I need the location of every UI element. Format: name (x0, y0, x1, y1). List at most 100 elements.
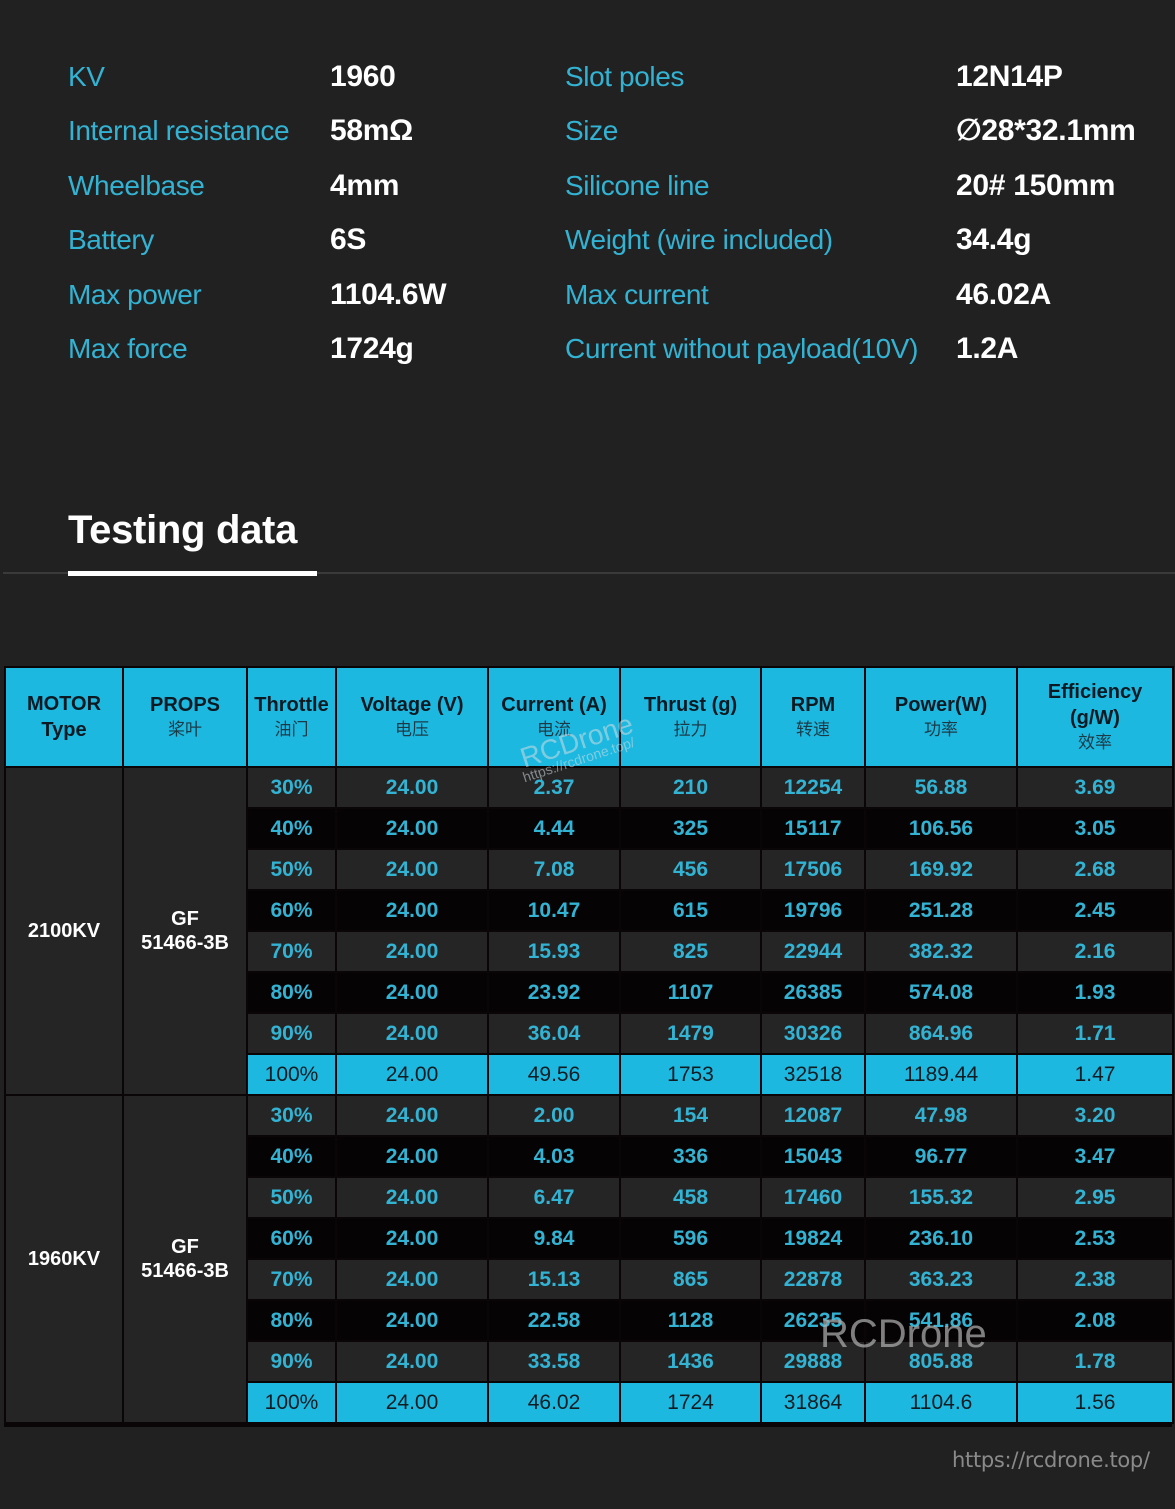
header-label-cn: 转速 (796, 720, 830, 739)
cell-power: 1189.44 (864, 1053, 1018, 1096)
cell-throttle: 100% (246, 1053, 337, 1096)
cell-rpm: 30326 (760, 1012, 866, 1055)
cell-power: 47.98 (864, 1094, 1018, 1137)
cell-efficiency: 2.45 (1016, 889, 1174, 932)
header-props: PROPS 桨叶 (122, 666, 248, 768)
cell-current: 46.02 (487, 1381, 621, 1424)
cell-rpm: 31864 (760, 1381, 866, 1424)
cell-current: 22.58 (487, 1299, 621, 1342)
testing-data-table: MOTOR Type PROPS 桨叶 Throttle 油门 Voltage … (4, 666, 1174, 1424)
spec-row: Internal resistance 58mΩ Size ∅28*32.1mm (0, 104, 1175, 158)
cell-current: 36.04 (487, 1012, 621, 1055)
header-efficiency: Efficiency (g/W) 效率 (1016, 666, 1174, 768)
cell-efficiency: 2.68 (1016, 848, 1174, 891)
cell-throttle: 90% (246, 1340, 337, 1383)
spec-value-wheelbase: 4mm (330, 169, 400, 202)
cell-power: 363.23 (864, 1258, 1018, 1301)
cell-voltage: 24.00 (335, 1012, 489, 1055)
cell-thrust: 825 (619, 930, 762, 973)
testing-data-table-container: MOTOR Type PROPS 桨叶 Throttle 油门 Voltage … (4, 666, 1174, 1427)
cell-thrust: 336 (619, 1135, 762, 1178)
header-label-cn: 效率 (1078, 733, 1112, 752)
cell-voltage: 24.00 (335, 1135, 489, 1178)
header-power: Power(W) 功率 (864, 666, 1018, 768)
cell-voltage: 24.00 (335, 1299, 489, 1342)
cell-thrust: 456 (619, 848, 762, 891)
header-label: Type (41, 719, 87, 741)
cell-throttle: 60% (246, 889, 337, 932)
cell-efficiency: 1.78 (1016, 1340, 1174, 1383)
table-header-row: MOTOR Type PROPS 桨叶 Throttle 油门 Voltage … (4, 666, 1174, 768)
cell-current: 23.92 (487, 971, 621, 1014)
cell-rpm: 22944 (760, 930, 866, 973)
spec-label-no-load-current: Current without payload(10V) (565, 333, 918, 364)
cell-efficiency: 3.05 (1016, 807, 1174, 850)
cell-current: 15.13 (487, 1258, 621, 1301)
cell-rpm: 26235 (760, 1299, 866, 1342)
cell-voltage: 24.00 (335, 1381, 489, 1424)
cell-rpm: 22878 (760, 1258, 866, 1301)
cell-rpm: 29888 (760, 1340, 866, 1383)
cell-rpm: 12087 (760, 1094, 866, 1137)
cell-rpm: 15043 (760, 1135, 866, 1178)
table-row: 90% 24.00 33.58 1436 29888 805.88 1.78 (5, 1340, 1174, 1383)
header-label: PROPS (149, 694, 221, 716)
cell-throttle: 50% (246, 1176, 337, 1219)
header-label: Efficiency (1047, 681, 1143, 703)
cell-thrust: 210 (619, 766, 762, 809)
table-body: 2100KV GF 51466-3B 30% 24.00 2.37 210 12254 56.8… (4, 766, 1174, 1424)
cell-thrust: 1107 (619, 971, 762, 1014)
spec-row: Wheelbase 4mm Silicone line 20# 150mm (0, 159, 1175, 213)
cell-thrust: 1724 (619, 1381, 762, 1424)
header-label: RPM (790, 694, 836, 716)
header-label-cn: 电流 (537, 720, 571, 739)
cell-current: 2.00 (487, 1094, 621, 1137)
cell-motor-type: 1960KV (4, 1094, 124, 1424)
cell-throttle: 60% (246, 1217, 337, 1260)
cell-voltage: 24.00 (335, 930, 489, 973)
cell-voltage: 24.00 (335, 1094, 489, 1137)
cell-power: 96.77 (864, 1135, 1018, 1178)
cell-power: 1104.6 (864, 1381, 1018, 1424)
cell-voltage: 24.00 (335, 1217, 489, 1260)
table-row: 70% 24.00 15.93 825 22944 382.32 2.16 (5, 930, 1174, 973)
cell-efficiency: 3.20 (1016, 1094, 1174, 1137)
spec-label-max-force: Max force (68, 333, 188, 364)
header-label: Throttle (254, 694, 329, 716)
cell-current: 4.44 (487, 807, 621, 850)
cell-efficiency: 2.95 (1016, 1176, 1174, 1219)
cell-power: 805.88 (864, 1340, 1018, 1383)
spec-label-wheelbase: Wheelbase (68, 170, 205, 201)
header-label: Thrust (g) (643, 694, 738, 716)
spec-label-size: Size (565, 115, 618, 146)
header-rpm: RPM 转速 (760, 666, 866, 768)
props-model: 51466-3B (141, 932, 229, 954)
spec-label-slot-poles: Slot poles (565, 61, 684, 92)
cell-throttle: 80% (246, 971, 337, 1014)
cell-efficiency: 2.38 (1016, 1258, 1174, 1301)
cell-thrust: 865 (619, 1258, 762, 1301)
spec-value-max-power: 1104.6W (330, 278, 447, 311)
header-label-cn: 拉力 (673, 720, 708, 739)
cell-efficiency: 2.53 (1016, 1217, 1174, 1260)
cell-power: 155.32 (864, 1176, 1018, 1219)
cell-voltage: 24.00 (335, 889, 489, 932)
spec-row: Max power 1104.6W Max current 46.02A (0, 268, 1175, 322)
cell-voltage: 24.00 (335, 1340, 489, 1383)
table-row: 40% 24.00 4.44 325 15117 106.56 3.05 (5, 807, 1174, 850)
cell-efficiency: 3.69 (1016, 766, 1174, 809)
cell-throttle: 80% (246, 1299, 337, 1342)
cell-thrust: 1436 (619, 1340, 762, 1383)
cell-voltage: 24.00 (335, 971, 489, 1014)
cell-efficiency: 1.47 (1016, 1053, 1174, 1096)
cell-rpm: 17460 (760, 1176, 866, 1219)
cell-current: 10.47 (487, 889, 621, 932)
cell-throttle: 40% (246, 807, 337, 850)
spec-row: Max force 1724g Current without payload(… (0, 322, 1175, 376)
spec-value-no-load-current: 1.2A (956, 332, 1019, 365)
header-label-cn: 功率 (924, 720, 958, 739)
cell-motor-type: 2100KV (4, 766, 124, 1096)
cell-thrust: 596 (619, 1217, 762, 1260)
footer-url: https://rcdrone.top/ (952, 1448, 1150, 1472)
